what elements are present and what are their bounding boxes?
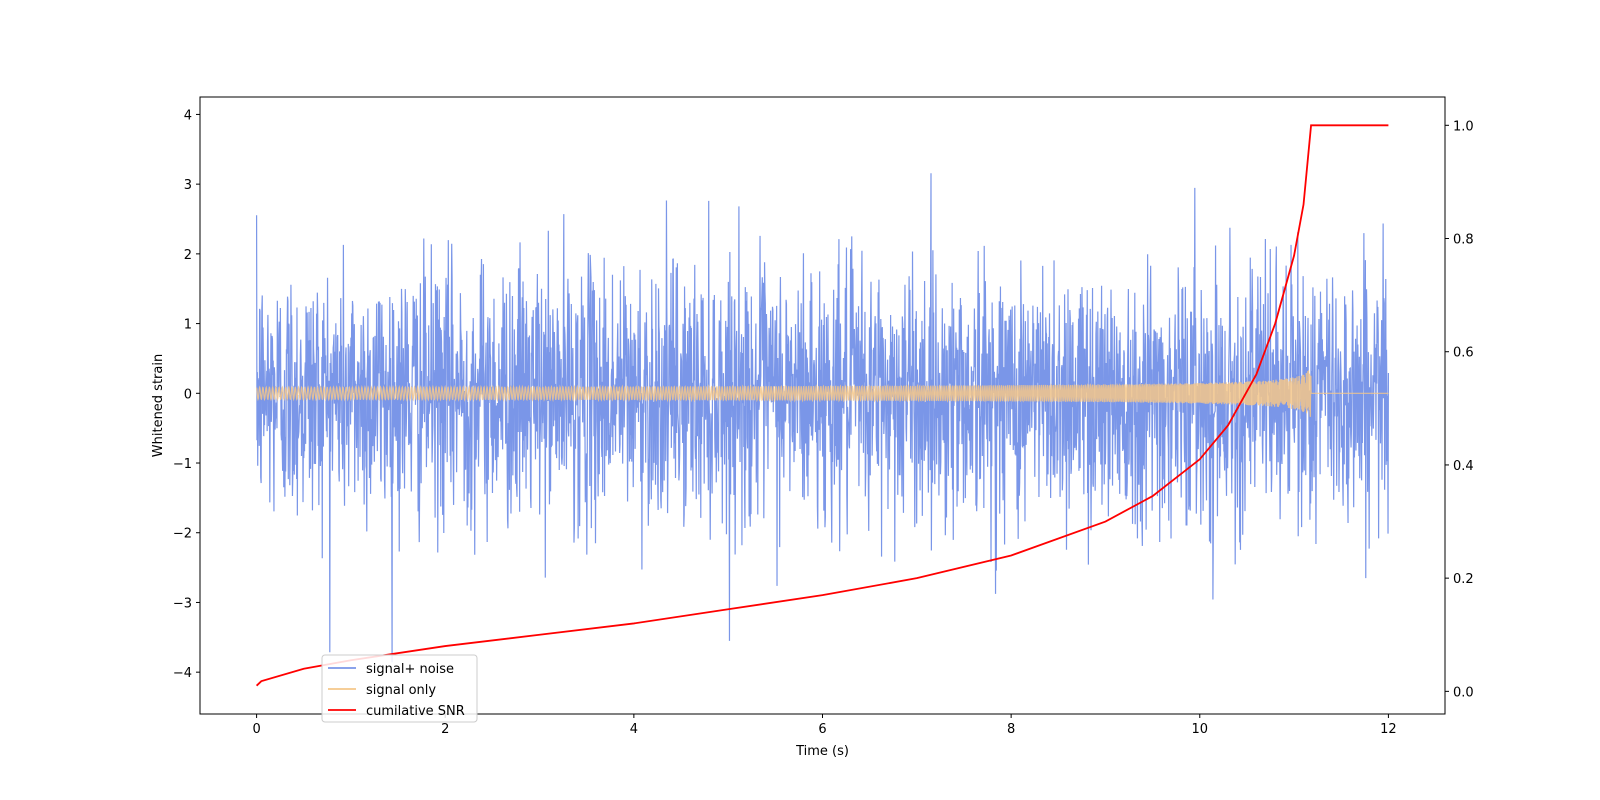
x-tick-label: 6 <box>818 722 826 737</box>
x-axis-label: Time (s) <box>795 744 849 759</box>
legend: signal+ noise signal only cumilative SNR <box>321 654 478 723</box>
y-tick-label: −1 <box>173 457 192 472</box>
y-tick-label: 4 <box>184 108 192 123</box>
x-tick-label: 10 <box>1191 722 1208 737</box>
series-signal-only-line <box>255 370 1389 417</box>
legend-label: signal only <box>366 683 436 698</box>
y-tick-label: −3 <box>173 596 192 611</box>
y-tick-label: −4 <box>173 666 192 681</box>
series-signal-noise-line <box>255 173 1390 663</box>
y-tick-label: 3 <box>184 178 192 193</box>
legend-label: cumilative SNR <box>366 704 465 719</box>
y-tick-label: 2 <box>184 248 192 263</box>
legend-box <box>321 654 478 723</box>
y2-tick-label: 0.8 <box>1453 233 1474 248</box>
x-tick-label: 8 <box>1007 722 1015 737</box>
y2-tick-label: 0.0 <box>1453 685 1474 700</box>
x-tick-label: 12 <box>1380 722 1397 737</box>
y2-tick-label: 1.0 <box>1453 119 1474 134</box>
y-tick-label: 0 <box>184 387 192 402</box>
x-tick-label: 4 <box>630 722 638 737</box>
y-tick-label: 1 <box>184 318 192 333</box>
y-tick-label: −2 <box>173 527 192 542</box>
y2-tick-label: 0.4 <box>1453 459 1474 474</box>
y2-tick-label: 0.6 <box>1453 346 1474 361</box>
x-tick-label: 2 <box>441 722 449 737</box>
legend-label: signal+ noise <box>366 662 454 677</box>
y-axis-label: Whitened strain <box>151 354 166 457</box>
y2-tick-label: 0.2 <box>1453 572 1474 587</box>
plot-area <box>255 124 1390 687</box>
x-tick-label: 0 <box>252 722 260 737</box>
